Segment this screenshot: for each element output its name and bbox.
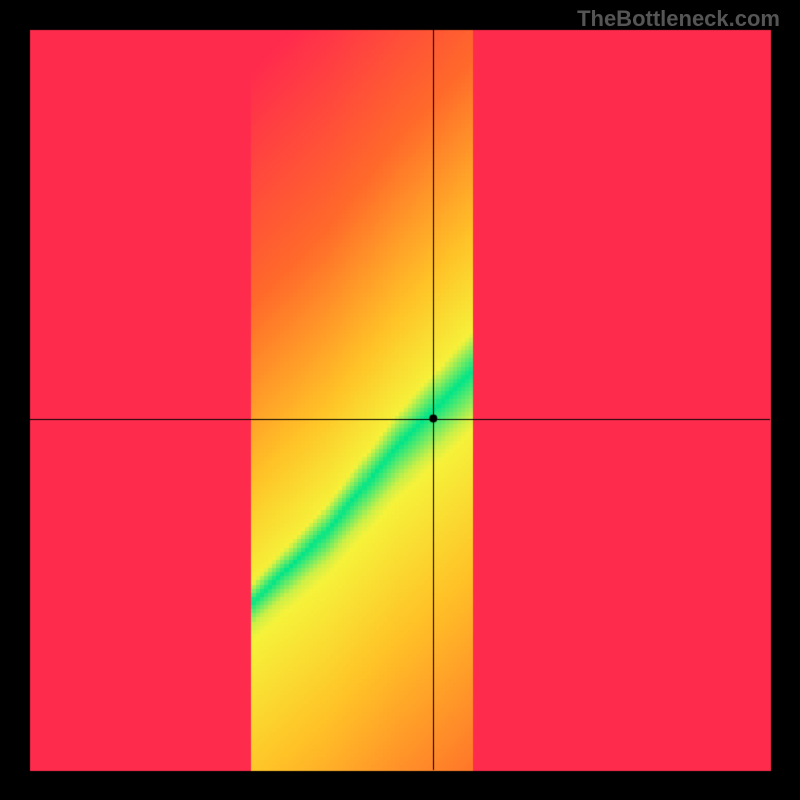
bottleneck-heatmap: [0, 0, 800, 800]
watermark-text: TheBottleneck.com: [577, 6, 780, 32]
